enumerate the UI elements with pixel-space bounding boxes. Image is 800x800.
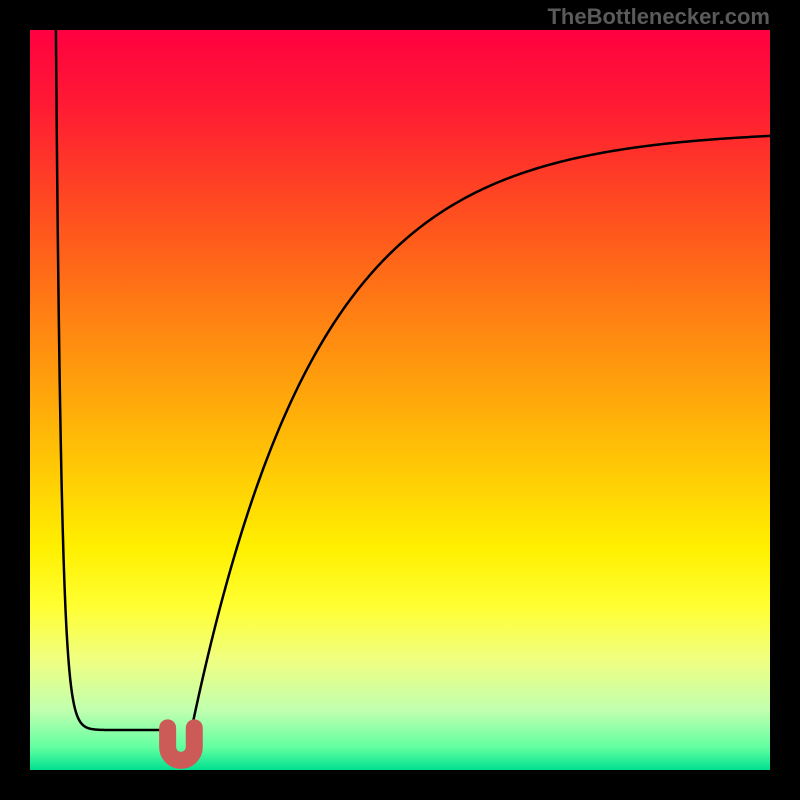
- curve-layer: [30, 30, 770, 770]
- curve-right-branch: [191, 136, 770, 730]
- valley-marker: [168, 728, 195, 761]
- watermark-text: TheBottlenecker.com: [547, 4, 770, 30]
- chart-container: TheBottlenecker.com: [0, 0, 800, 800]
- plot-area: [30, 30, 770, 770]
- curve-left-branch: [56, 30, 171, 730]
